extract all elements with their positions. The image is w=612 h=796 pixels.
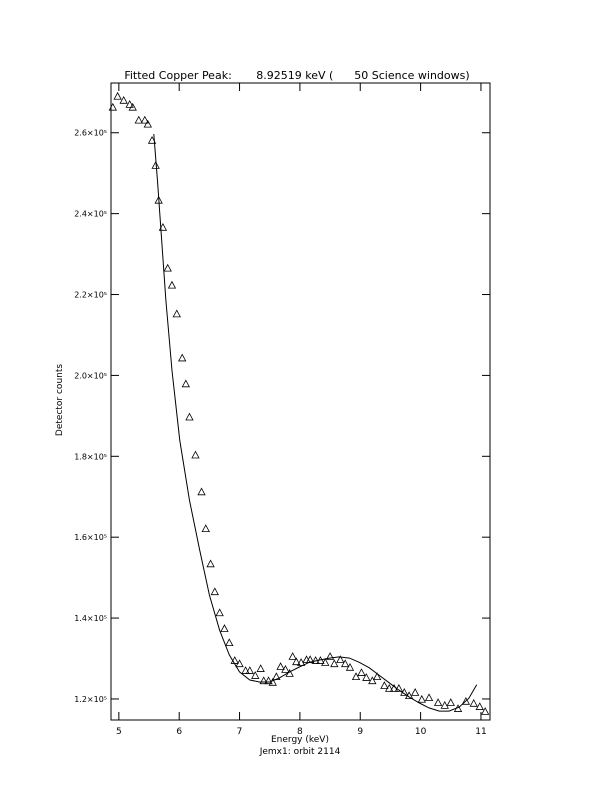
data-point — [251, 671, 260, 679]
chart-title: Fitted Copper Peak: 8.92519 keV ( 50 Sci… — [124, 69, 469, 82]
y-tick-label: 1.2×10⁵ — [74, 695, 107, 704]
y-axis-label: Detector counts — [55, 364, 65, 436]
data-point — [225, 638, 234, 647]
y-tick-label: 1.8×10⁵ — [74, 452, 107, 461]
data-point — [206, 559, 215, 568]
data-point — [113, 91, 122, 100]
data-point — [305, 655, 315, 664]
data-point — [256, 664, 265, 672]
x-axis-label: Energy (keV) — [271, 735, 329, 745]
data-point — [362, 673, 371, 681]
data-point — [201, 524, 210, 533]
data-point — [394, 684, 404, 692]
data-point — [235, 659, 244, 668]
data-point — [185, 412, 194, 421]
y-tick-label: 2.2×10⁵ — [74, 291, 107, 300]
data-point — [281, 665, 290, 673]
data-point — [357, 668, 366, 676]
data-point — [372, 672, 382, 681]
data-point — [178, 353, 187, 362]
data-point — [268, 677, 277, 686]
data-point — [330, 659, 339, 668]
data-point — [351, 672, 361, 681]
data-point — [380, 681, 389, 689]
data-point — [481, 707, 490, 715]
data-point — [417, 694, 426, 703]
data-point — [475, 702, 484, 710]
x-tick-label: 5 — [116, 727, 122, 737]
data-point — [345, 662, 355, 671]
x-tick-label: 9 — [357, 727, 363, 737]
data-point — [325, 652, 335, 660]
data-point — [119, 95, 128, 104]
y-tick-label: 1.4×10⁵ — [74, 614, 107, 623]
x-tick-label: 8 — [297, 727, 303, 737]
data-point — [172, 309, 181, 318]
data-point — [181, 379, 191, 388]
data-point — [167, 280, 177, 289]
data-point — [241, 666, 250, 674]
data-point — [210, 587, 219, 596]
data-point — [197, 487, 206, 496]
data-point — [128, 102, 137, 111]
data-point — [461, 696, 471, 705]
data-point — [288, 652, 297, 660]
data-point — [220, 624, 229, 632]
data-point — [259, 676, 268, 685]
data-point — [410, 688, 420, 696]
data-point — [385, 684, 394, 692]
x-tick-label: 6 — [176, 727, 182, 737]
x-tick-label: 11 — [475, 727, 486, 737]
data-point — [424, 693, 434, 702]
data-point — [368, 676, 377, 685]
data-point — [151, 161, 160, 169]
data-point — [469, 698, 478, 707]
data-point — [321, 658, 330, 666]
data-point — [245, 666, 254, 674]
data-point — [276, 662, 285, 670]
data-point — [143, 119, 152, 128]
data-point — [340, 659, 350, 668]
data-point — [292, 657, 301, 666]
data-point — [336, 655, 345, 664]
data-point — [264, 676, 273, 685]
y-tick-label: 2.0×10⁵ — [74, 371, 107, 380]
data-point — [215, 608, 224, 617]
data-point — [134, 115, 143, 124]
y-tick-label: 2.6×10⁵ — [74, 129, 107, 138]
y-tick-label: 2.4×10⁵ — [74, 210, 107, 219]
data-point — [163, 263, 172, 272]
data-point — [433, 698, 443, 706]
data-point — [140, 115, 149, 124]
plot-frame — [110, 82, 491, 721]
data-point — [108, 102, 117, 111]
data-point — [191, 450, 200, 459]
x-tick-label: 7 — [237, 727, 243, 737]
data-point — [440, 701, 449, 709]
subtitle: Jemx1: orbit 2114 — [259, 747, 341, 757]
data-point — [446, 698, 455, 706]
x-tick-label: 10 — [415, 727, 427, 737]
y-tick-label: 1.6×10⁵ — [74, 533, 107, 542]
data-point — [125, 99, 134, 108]
fit-line — [153, 133, 478, 712]
